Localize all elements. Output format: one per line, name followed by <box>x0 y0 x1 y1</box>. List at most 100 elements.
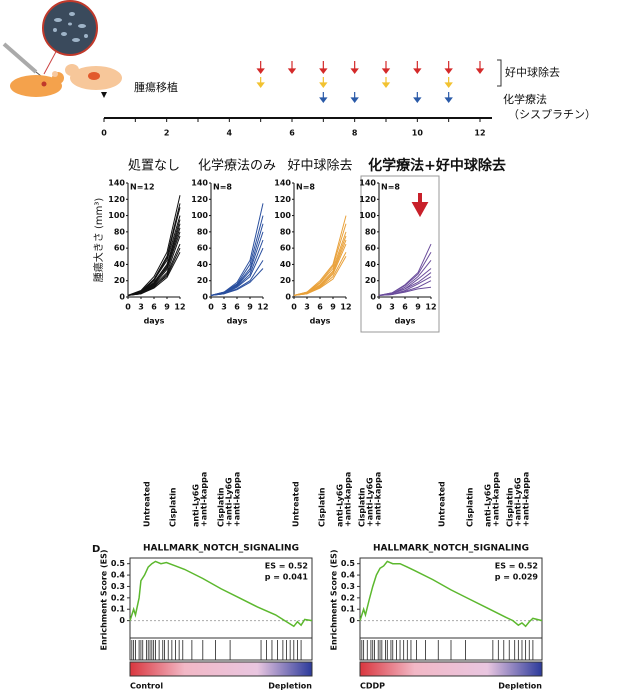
n-label: N=8 <box>381 183 400 192</box>
growth-line <box>210 215 264 296</box>
y-tick-label: 0 <box>119 616 125 625</box>
dose-arrow <box>256 77 265 88</box>
dose-arrow <box>319 77 328 88</box>
y-axis-label: Enrichment Score (ES) <box>100 549 109 650</box>
transplant-label: 腫瘍移植 <box>134 80 178 94</box>
y-tick-label: 140 <box>359 179 376 188</box>
chart-title: 化学療法のみ <box>198 158 276 174</box>
y-tick-label: 0.1 <box>111 605 126 614</box>
sample-label: +anti-kappa <box>233 472 242 527</box>
sample-label: +anti-kappa <box>200 472 209 527</box>
sample-label: Cisplatin <box>358 487 367 527</box>
x-tick-label: 9 <box>330 303 336 312</box>
y-axis-label: Enrichment Score (ES) <box>330 549 339 650</box>
y-tick-label: 60 <box>197 244 209 253</box>
y-tick-label: 0 <box>349 616 355 625</box>
y-tick-label: 0.2 <box>341 593 355 602</box>
chart-title: HALLMARK_NOTCH_SIGNALING <box>373 544 529 554</box>
growth-line <box>293 239 347 296</box>
sample-label: anti-Ly6G <box>192 484 201 527</box>
y-tick-label: 140 <box>108 179 125 188</box>
sample-label: Cisplatin <box>466 487 475 527</box>
y-tick-label: 40 <box>197 260 209 269</box>
x-tick-label: 0 <box>291 303 297 312</box>
y-tick-label: 60 <box>280 244 292 253</box>
x-tick-label: 0 <box>125 303 131 312</box>
x-axis-label: days <box>227 317 248 326</box>
y-tick-label: 0.4 <box>341 571 356 580</box>
sample-label: Untreated <box>438 481 447 527</box>
dose-arrow <box>350 92 359 103</box>
dose-arrow <box>381 61 391 74</box>
timeline-tick-label: 8 <box>352 129 358 138</box>
timeline-tick-label: 6 <box>289 129 295 138</box>
timeline-tick-label: 10 <box>412 129 424 138</box>
y-tick-label: 120 <box>274 195 291 204</box>
rank-bar <box>129 661 313 677</box>
x-tick-label: 6 <box>317 303 323 312</box>
dose-arrow <box>413 61 422 74</box>
x-tick-label: 9 <box>415 303 421 312</box>
chart-title: 化学療法+好中球除去 <box>368 157 506 174</box>
y-tick-label: 20 <box>114 276 126 285</box>
es-curve <box>129 560 313 628</box>
y-tick-label: 140 <box>191 179 208 188</box>
x-tick-label: 0 <box>376 303 382 312</box>
timeline-tick-label: 2 <box>164 129 170 138</box>
dose-arrow <box>444 61 453 74</box>
y-tick-label: 20 <box>280 276 292 285</box>
n-label: N=8 <box>296 183 315 192</box>
sample-label: Cisplatin <box>506 487 515 527</box>
sample-label: +anti-Ly6G <box>225 477 234 527</box>
stat-annotation: p = 0.029 <box>495 573 539 582</box>
y-tick-label: 40 <box>114 260 126 269</box>
timeline-tick-label: 0 <box>101 129 107 138</box>
left-label: Control <box>130 682 163 691</box>
y-tick-label: 0.4 <box>111 571 126 580</box>
highlight-arrow <box>411 193 429 218</box>
x-tick-label: 6 <box>151 303 157 312</box>
sample-label: +anti-Ly6G <box>366 477 375 527</box>
illustration <box>2 0 122 97</box>
sample-label: +anti-kappa <box>522 472 531 527</box>
stat-annotation: p = 0.041 <box>265 573 309 582</box>
y-tick-label: 0 <box>285 293 291 302</box>
y-tick-label: 120 <box>359 195 376 204</box>
y-tick-label: 0 <box>370 293 376 302</box>
right-label: Depletion <box>498 682 542 691</box>
es-curve <box>359 560 543 628</box>
sample-label: anti-Ly6G <box>484 484 493 527</box>
growth-line <box>127 195 181 296</box>
n-label: N=12 <box>130 183 155 192</box>
growth-line <box>378 251 432 296</box>
y-tick-label: 0.2 <box>111 593 125 602</box>
y-tick-label: 60 <box>365 244 377 253</box>
x-axis-label: days <box>144 317 165 326</box>
timeline-tick-label: 12 <box>474 129 485 138</box>
y-tick-label: 100 <box>191 211 208 220</box>
x-tick-label: 6 <box>402 303 408 312</box>
x-tick-label: 6 <box>234 303 240 312</box>
x-tick-label: 12 <box>174 303 185 312</box>
dose-arrow <box>444 77 453 88</box>
chemo-label: （シスプラチン） <box>508 108 596 121</box>
y-tick-label: 100 <box>108 211 125 220</box>
chart-title: 好中球除去 <box>287 159 352 174</box>
stat-annotation: ES = 0.52 <box>265 562 308 571</box>
stat-annotation: ES = 0.52 <box>495 562 538 571</box>
growth-line <box>127 235 181 296</box>
timeline-tick-label: 4 <box>227 129 233 138</box>
growth-line <box>127 227 181 296</box>
sample-label: +anti-kappa <box>374 472 383 527</box>
growth-line <box>378 286 432 296</box>
y-axis-label: 腫瘍大きさ (mm³) <box>92 198 105 283</box>
y-tick-label: 20 <box>197 276 209 285</box>
y-tick-label: 20 <box>365 276 377 285</box>
right-label: Depletion <box>268 682 312 691</box>
dose-arrow <box>444 92 453 103</box>
panel-label: D <box>92 544 100 555</box>
x-tick-label: 12 <box>340 303 351 312</box>
dose-arrow <box>287 61 297 74</box>
y-tick-label: 80 <box>365 227 377 236</box>
growth-line <box>293 256 347 296</box>
